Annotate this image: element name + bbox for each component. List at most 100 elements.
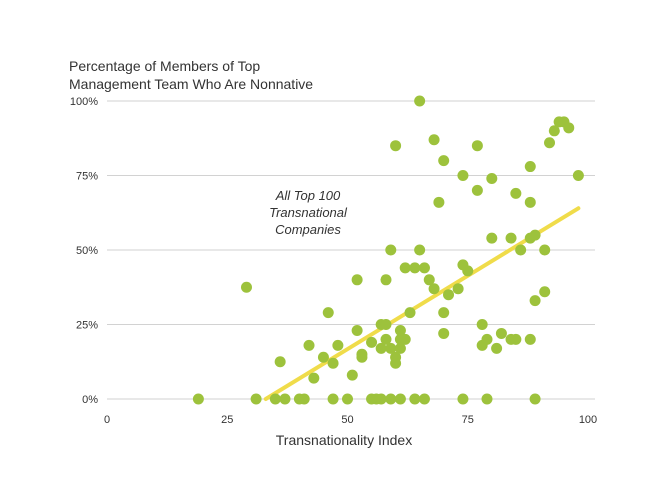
data-point	[192, 393, 204, 405]
data-point	[327, 357, 339, 369]
y-tick-labels: 0% 25% 50% 75% 100%	[70, 96, 98, 406]
data-point	[390, 357, 402, 369]
data-point	[303, 339, 315, 351]
data-point	[452, 283, 464, 295]
data-point	[375, 342, 387, 354]
data-point	[351, 274, 363, 286]
annotation-line-3: Companies	[275, 222, 341, 237]
data-point	[529, 295, 541, 307]
data-point	[524, 333, 536, 345]
data-point	[250, 393, 262, 405]
x-tick-label: 0	[104, 414, 110, 426]
data-point	[380, 333, 392, 345]
data-point	[428, 283, 440, 295]
data-point	[418, 262, 430, 274]
data-point	[414, 244, 426, 256]
data-point	[433, 196, 445, 208]
data-point	[418, 393, 430, 405]
data-point	[563, 122, 575, 134]
y-tick-label: 0%	[82, 394, 98, 406]
data-point	[414, 95, 426, 107]
data-point	[385, 244, 397, 256]
annotation-line-2: Transnational	[269, 205, 348, 220]
data-point	[438, 307, 450, 319]
data-point	[394, 393, 406, 405]
y-tick-label: 25%	[76, 320, 98, 332]
data-point	[457, 170, 469, 181]
data-point	[457, 393, 469, 405]
y-tick-label: 50%	[76, 245, 98, 257]
data-point	[351, 324, 363, 336]
data-point	[308, 372, 320, 384]
data-point	[529, 229, 541, 241]
data-point	[491, 342, 503, 354]
data-point	[539, 244, 551, 256]
x-tick-labels: 0 25 50 75 100	[104, 414, 597, 426]
data-point	[366, 336, 378, 348]
chart-title-line-1: Percentage of Members of Top	[69, 58, 260, 74]
data-point	[481, 333, 493, 345]
data-point	[332, 339, 344, 351]
x-tick-label: 50	[341, 414, 353, 426]
y-tick-label: 75%	[76, 171, 98, 183]
data-point	[438, 155, 450, 167]
data-point	[524, 196, 536, 208]
data-point	[375, 393, 387, 405]
x-tick-label: 100	[579, 414, 597, 426]
x-axis-label: Transnationality Index	[276, 432, 412, 448]
x-tick-label: 75	[462, 414, 474, 426]
data-point	[476, 319, 488, 330]
data-point	[399, 333, 411, 345]
data-point	[495, 327, 507, 339]
data-point	[510, 187, 522, 199]
data-point	[481, 393, 493, 405]
data-point	[385, 393, 397, 405]
data-point	[385, 342, 397, 354]
data-point	[380, 274, 392, 286]
data-point	[356, 348, 368, 360]
data-point	[462, 265, 474, 277]
data-point	[539, 286, 551, 298]
y-tick-label: 100%	[70, 96, 98, 108]
data-point	[471, 184, 483, 196]
data-point	[486, 232, 498, 244]
data-point	[428, 134, 440, 146]
data-point	[327, 393, 339, 405]
data-point	[443, 289, 455, 301]
data-point	[399, 262, 411, 274]
data-point	[394, 342, 406, 354]
data-point	[471, 140, 483, 152]
data-point	[317, 351, 329, 363]
x-tick-label: 25	[221, 414, 233, 426]
data-point	[346, 369, 358, 381]
data-point	[279, 393, 291, 405]
annotation-line-1: All Top 100	[275, 188, 341, 203]
data-point	[342, 393, 353, 405]
data-point	[409, 262, 421, 274]
data-point	[240, 281, 252, 293]
data-point	[394, 324, 406, 336]
data-point	[544, 137, 556, 149]
data-point	[548, 125, 560, 137]
data-point	[409, 393, 421, 405]
data-point	[404, 307, 416, 319]
data-point	[298, 393, 310, 405]
data-points	[192, 95, 584, 405]
data-point	[524, 161, 536, 173]
data-point	[510, 333, 522, 345]
data-point	[269, 393, 281, 405]
data-point	[274, 356, 286, 368]
data-point	[390, 140, 402, 152]
gridlines	[107, 100, 595, 400]
data-point	[322, 307, 334, 319]
data-point	[380, 319, 392, 330]
data-point	[486, 172, 498, 184]
data-point	[529, 393, 541, 405]
chart-title-line-2: Management Team Who Are Nonnative	[69, 76, 313, 92]
data-point	[572, 170, 584, 181]
data-point	[515, 244, 527, 256]
data-point	[423, 274, 435, 286]
data-point	[438, 327, 450, 339]
data-point	[505, 232, 517, 244]
